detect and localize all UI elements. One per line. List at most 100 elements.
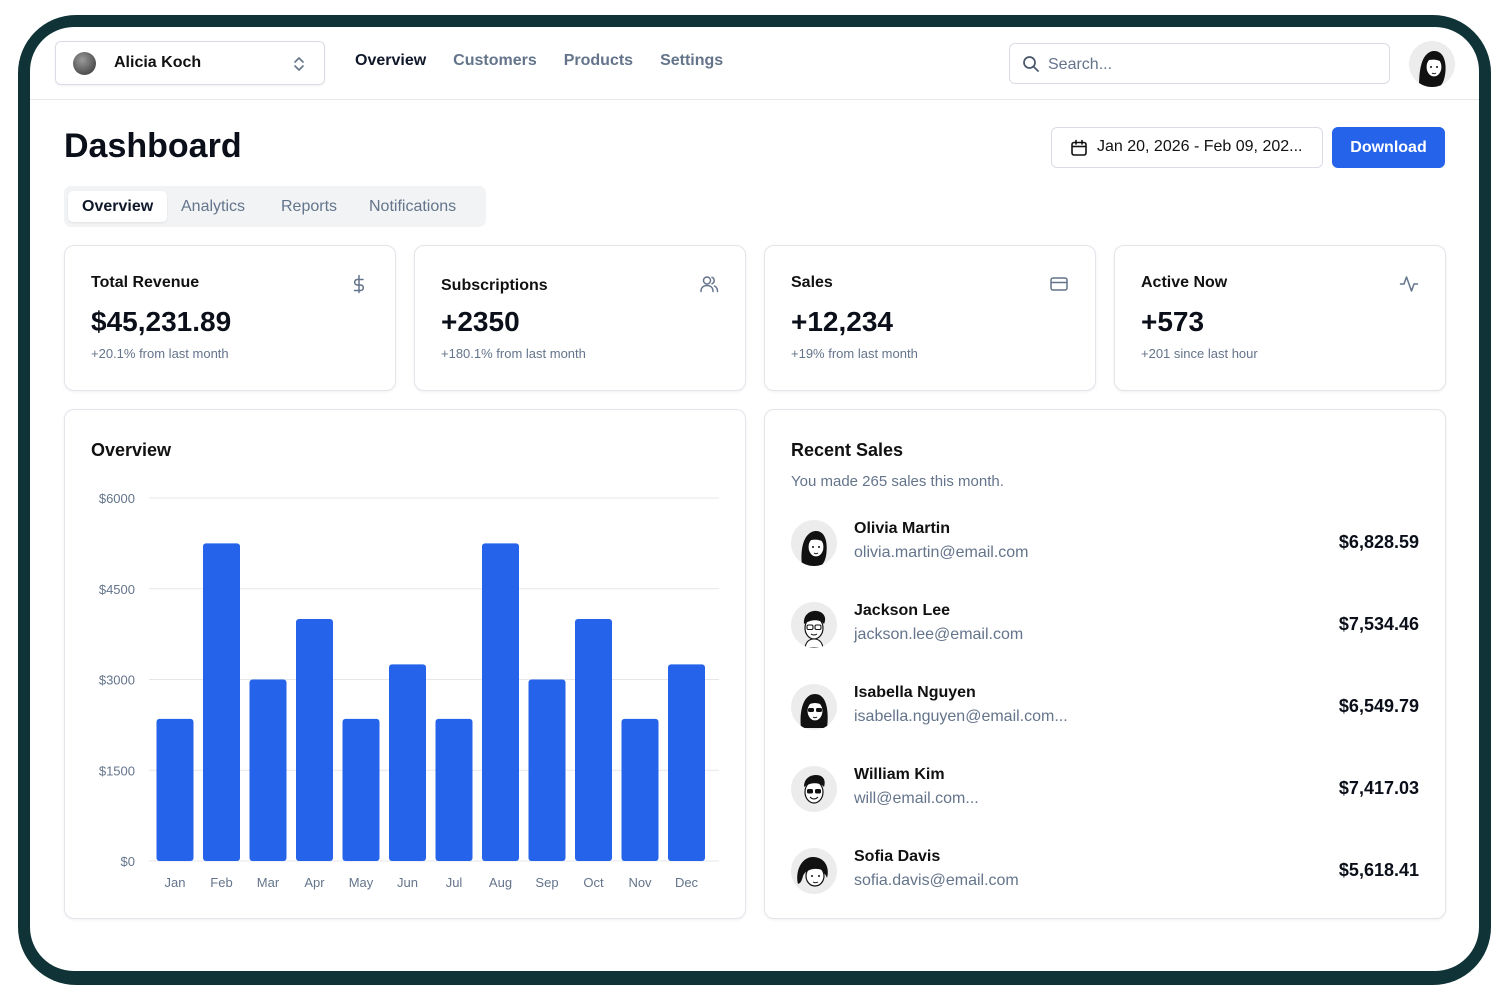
x-tick-label: May: [349, 875, 374, 890]
customer-name: William Kim: [854, 766, 945, 783]
recent-sales-subtitle: You made 265 sales this month.: [791, 473, 1004, 490]
sale-row[interactable]: William Kim will@email.com... $7,417.03: [791, 766, 1419, 816]
tab-analytics[interactable]: Analytics: [181, 198, 246, 215]
y-tick-label: $3000: [99, 673, 135, 688]
chevron-up-down-icon: [294, 57, 304, 71]
x-tick-label: Apr: [304, 875, 325, 890]
stat-change: +180.1% from last month: [441, 346, 586, 361]
customer-avatar: [791, 602, 837, 648]
overview-chart-card: Overview $0 $1500 $3000 $4500 $6000 Jan Feb Mar…: [64, 409, 746, 919]
x-tick-label: Jun: [397, 875, 418, 890]
customer-name: Isabella Nguyen: [854, 684, 976, 701]
stat-card-sales: Sales +12,234 +19% from last month: [764, 245, 1096, 391]
sale-row[interactable]: Olivia Martin olivia.martin@email.com $6…: [791, 520, 1419, 570]
sale-row[interactable]: Isabella Nguyen isabella.nguyen@email.co…: [791, 684, 1419, 734]
search-input[interactable]: [1046, 52, 1370, 78]
customer-avatar: [791, 848, 837, 894]
users-icon: [700, 276, 719, 293]
customer-avatar: [791, 520, 837, 566]
x-tick-label: Nov: [628, 875, 652, 890]
chart-bar-dec: [668, 664, 705, 861]
y-tick-label: $1500: [99, 763, 135, 778]
y-tick-label: $0: [121, 854, 135, 869]
chart-bar-mar: [249, 679, 287, 861]
overview-bar-chart: $0 $1500 $3000 $4500 $6000 Jan Feb Mar Apr May Jun…: [99, 491, 719, 890]
date-range-text: Jan 20, 2026 - Feb 09, 202...: [1097, 138, 1303, 155]
customer-email: will@email.com...: [854, 790, 979, 807]
customer-name: Jackson Lee: [854, 602, 951, 619]
team-switcher[interactable]: Alicia Koch: [55, 41, 325, 85]
chart-bar-feb: [203, 543, 240, 861]
app-window: Alicia Koch Overview Customers Products …: [30, 27, 1479, 971]
sale-amount: $7,534.46: [1338, 614, 1419, 634]
search-icon: [1023, 56, 1039, 72]
stat-change: +19% from last month: [791, 346, 918, 361]
chart-bar-apr: [296, 619, 333, 861]
stat-value: +573: [1141, 306, 1205, 337]
team-name: Alicia Koch: [114, 54, 202, 71]
overview-title: Overview: [91, 440, 172, 460]
stat-title: Subscriptions: [441, 277, 548, 294]
stat-value: $45,231.89: [91, 306, 232, 337]
stat-card-total-revenue: Total Revenue $45,231.89 +20.1% from las…: [64, 245, 396, 391]
stat-value: +2350: [441, 306, 520, 337]
customer-email: sofia.davis@email.com: [854, 872, 1019, 889]
x-tick-label: Sep: [535, 875, 558, 890]
sale-row[interactable]: Sofia Davis sofia.davis@email.com $5,618…: [791, 848, 1419, 898]
main-nav: Overview Customers Products Settings: [355, 52, 750, 70]
tab-notifications[interactable]: Notifications: [369, 198, 457, 215]
sale-amount: $5,618.41: [1338, 860, 1419, 880]
stat-change: +20.1% from last month: [91, 346, 229, 361]
stat-card-subscriptions: Subscriptions +2350 +180.1% from last mo…: [414, 245, 746, 391]
x-tick-label: Feb: [210, 875, 232, 890]
sale-amount: $6,549.79: [1338, 696, 1419, 716]
date-range-picker[interactable]: Jan 20, 2026 - Feb 09, 202...: [1051, 127, 1323, 168]
sale-amount: $6,828.59: [1338, 532, 1419, 552]
calendar-icon: [1071, 139, 1087, 156]
chart-bar-oct: [575, 619, 612, 861]
customer-email: olivia.martin@email.com: [854, 544, 1029, 561]
chart-bar-jun: [389, 664, 426, 861]
x-tick-label: Oct: [583, 875, 604, 890]
team-avatar: [73, 52, 96, 75]
nav-products[interactable]: Products: [563, 52, 634, 69]
customer-name: Sofia Davis: [854, 848, 941, 865]
customer-email: isabella.nguyen@email.com...: [854, 708, 1068, 725]
chart-bar-jul: [435, 718, 473, 861]
dollar-icon: [353, 274, 365, 294]
sale-amount: $7,417.03: [1338, 778, 1419, 798]
x-tick-label: Dec: [675, 875, 699, 890]
page-title: Dashboard: [64, 127, 242, 165]
customer-avatar: [791, 684, 837, 730]
stat-change: +201 since last hour: [1141, 346, 1258, 361]
y-tick-label: $6000: [99, 491, 135, 506]
activity-icon: [1399, 276, 1419, 292]
search-box: [1009, 43, 1390, 84]
user-avatar[interactable]: [1409, 41, 1455, 87]
nav-overview[interactable]: Overview: [355, 52, 427, 69]
stat-title: Active Now: [1141, 274, 1228, 291]
customer-name: Olivia Martin: [854, 520, 951, 537]
customer-avatar: [791, 766, 837, 812]
x-tick-label: Mar: [257, 875, 280, 890]
stat-value: +12,234: [791, 306, 893, 337]
user-avatar-illustration: [1419, 50, 1446, 87]
tab-reports[interactable]: Reports: [281, 198, 338, 215]
sale-row[interactable]: Jackson Lee jackson.lee@email.com $7,534…: [791, 602, 1419, 652]
recent-sales-card: Recent Sales You made 265 sales this mon…: [764, 409, 1446, 919]
stat-card-active-now: Active Now +573 +201 since last hour: [1114, 245, 1446, 391]
recent-sales-title: Recent Sales: [791, 440, 904, 460]
chart-bar-jan: [156, 718, 194, 861]
stat-title: Total Revenue: [91, 274, 200, 291]
credit-card-icon: [1050, 277, 1068, 291]
x-tick-label: Jan: [165, 875, 186, 890]
tab-overview[interactable]: Overview: [68, 191, 168, 222]
dashboard-tabs: Overview Analytics Reports Notifications: [64, 186, 486, 227]
nav-customers[interactable]: Customers: [453, 52, 537, 69]
chart-bar-may: [342, 718, 380, 861]
top-navigation-bar: Alicia Koch Overview Customers Products …: [30, 27, 1479, 100]
y-tick-label: $4500: [99, 582, 135, 597]
download-button[interactable]: Download: [1332, 127, 1445, 168]
nav-settings[interactable]: Settings: [660, 52, 724, 69]
chart-bar-nov: [621, 718, 659, 861]
